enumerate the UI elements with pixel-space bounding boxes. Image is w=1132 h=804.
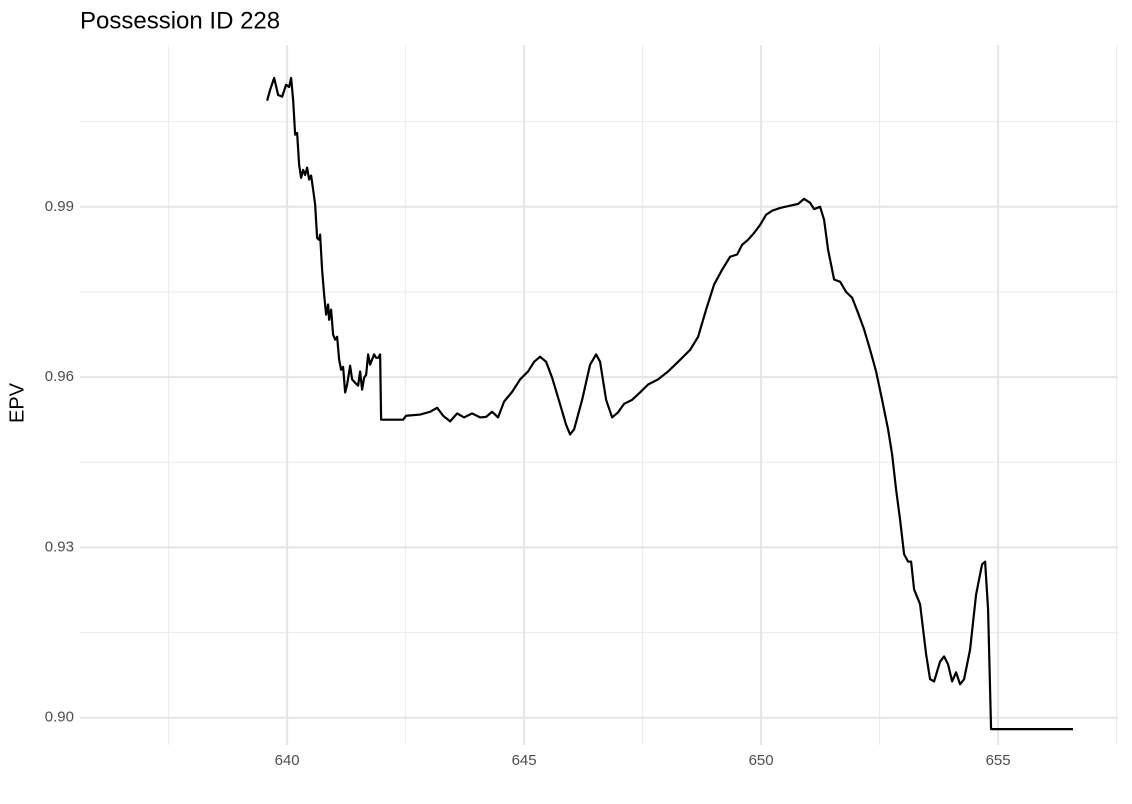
y-axis-label: EPV: [6, 382, 28, 423]
y-tick-label: 0.93: [45, 538, 74, 555]
x-tick-label: 655: [986, 752, 1011, 769]
y-tick-label: 0.99: [45, 198, 74, 215]
chart-title: Possession ID 228: [80, 7, 280, 34]
y-tick-label: 0.96: [45, 368, 74, 385]
data-line: [266, 76, 1074, 731]
x-tick-label: 645: [512, 752, 537, 769]
x-tick-label: 650: [749, 752, 774, 769]
y-tick-label: 0.90: [45, 709, 74, 726]
x-tick-label: 640: [275, 752, 300, 769]
